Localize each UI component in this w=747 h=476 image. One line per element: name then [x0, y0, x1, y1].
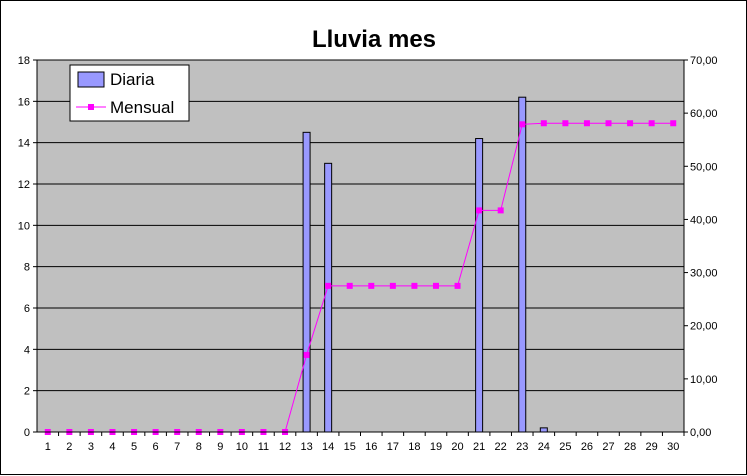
- point-mensual: [605, 120, 612, 127]
- point-mensual: [670, 120, 677, 127]
- y-tick-label-right: 70,00: [690, 55, 718, 67]
- axes: 0246810121416180,0010,0020,0030,0040,005…: [18, 55, 718, 453]
- y-tick-label-left: 4: [24, 344, 30, 356]
- x-tick-label: 2: [66, 441, 72, 453]
- x-tick-label: 29: [646, 441, 658, 453]
- point-mensual: [627, 120, 634, 127]
- legend-label-diaria: Diaria: [110, 70, 155, 89]
- y-tick-label-left: 8: [24, 262, 30, 274]
- y-tick-label-left: 0: [24, 427, 30, 439]
- x-tick-label: 30: [667, 441, 679, 453]
- x-tick-label: 1: [45, 441, 51, 453]
- legend-swatch-marker: [88, 104, 94, 110]
- point-mensual: [648, 120, 655, 127]
- y-tick-label-right: 10,00: [690, 374, 718, 386]
- y-tick-label-left: 18: [18, 55, 30, 67]
- x-tick-label: 24: [538, 441, 550, 453]
- x-tick-label: 14: [322, 441, 334, 453]
- point-mensual: [454, 282, 461, 289]
- bar-diaria: [324, 162, 333, 433]
- bar-diaria: [475, 138, 484, 433]
- point-mensual: [303, 351, 310, 358]
- point-mensual: [432, 282, 439, 289]
- legend-label-mensual: Mensual: [110, 98, 174, 117]
- y-tick-label-right: 0,00: [690, 427, 711, 439]
- x-tick-label: 4: [109, 441, 115, 453]
- x-tick-label: 9: [217, 441, 223, 453]
- y-tick-label-left: 16: [18, 96, 30, 108]
- y-tick-label-left: 14: [18, 138, 30, 150]
- point-mensual: [346, 282, 353, 289]
- x-tick-label: 16: [365, 441, 377, 453]
- x-tick-label: 20: [451, 441, 463, 453]
- x-tick-label: 8: [196, 441, 202, 453]
- bar-diaria: [539, 427, 548, 433]
- x-tick-label: 13: [300, 441, 312, 453]
- bar-diaria: [302, 131, 311, 433]
- y-tick-label-right: 50,00: [690, 161, 718, 173]
- y-tick-label-right: 20,00: [690, 321, 718, 333]
- x-tick-label: 10: [236, 441, 248, 453]
- x-tick-label: 28: [624, 441, 636, 453]
- x-tick-label: 21: [473, 441, 485, 453]
- y-tick-label-left: 10: [18, 220, 30, 232]
- bar-diaria: [518, 96, 527, 433]
- x-tick-label: 15: [344, 441, 356, 453]
- point-mensual: [583, 120, 590, 127]
- y-tick-label-left: 2: [24, 386, 30, 398]
- point-mensual: [411, 282, 418, 289]
- x-tick-label: 3: [88, 441, 94, 453]
- point-mensual: [540, 120, 547, 127]
- x-tick-label: 7: [174, 441, 180, 453]
- gridlines: [37, 59, 684, 392]
- x-tick-label: 25: [559, 441, 571, 453]
- x-tick-label: 23: [516, 441, 528, 453]
- x-tick-label: 22: [495, 441, 507, 453]
- x-tick-label: 18: [408, 441, 420, 453]
- y-tick-label-right: 40,00: [690, 214, 718, 226]
- legend: Diaria Mensual: [69, 64, 190, 122]
- legend-swatch-bar: [77, 71, 105, 88]
- x-tick-label: 27: [602, 441, 614, 453]
- chart-title: Lluvia mes: [312, 26, 436, 53]
- x-tick-label: 17: [387, 441, 399, 453]
- point-mensual: [497, 207, 504, 214]
- x-tick-label: 12: [279, 441, 291, 453]
- point-mensual: [389, 282, 396, 289]
- x-tick-label: 19: [430, 441, 442, 453]
- point-mensual: [368, 282, 375, 289]
- point-mensual: [519, 121, 526, 128]
- point-mensual: [325, 282, 332, 289]
- point-mensual: [562, 120, 569, 127]
- y-tick-label-right: 60,00: [690, 108, 718, 120]
- point-mensual: [476, 207, 483, 214]
- x-tick-label: 26: [581, 441, 593, 453]
- x-tick-label: 5: [131, 441, 137, 453]
- plot-area: [36, 59, 685, 433]
- y-tick-label-left: 6: [24, 303, 30, 315]
- y-tick-label-left: 12: [18, 179, 30, 191]
- x-tick-label: 11: [258, 441, 269, 453]
- x-tick-label: 6: [153, 441, 159, 453]
- y-tick-label-right: 30,00: [690, 268, 718, 280]
